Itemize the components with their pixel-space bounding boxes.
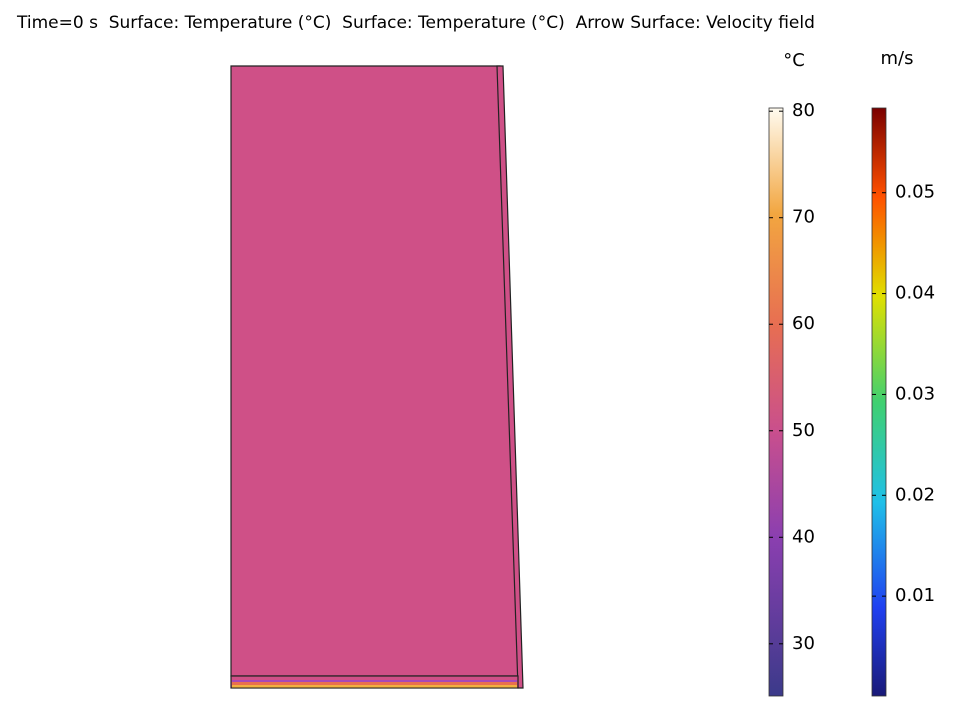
- colorbar-tick-label: 80: [792, 100, 815, 121]
- colorbar-tick-label: 0.02: [895, 484, 935, 505]
- plot-title: Time=0 s Surface: Temperature (°C) Surfa…: [16, 13, 815, 33]
- geometry: [230, 65, 524, 689]
- colorbar-unit: °C: [783, 50, 805, 71]
- colorbar-tick-label: 50: [792, 420, 815, 441]
- colorbar-tick-label: 0.01: [895, 585, 935, 606]
- colorbar-tick-label: 40: [792, 526, 815, 547]
- colorbar-tick-label: 70: [792, 207, 815, 228]
- colorbar-tick-label: 60: [792, 313, 815, 334]
- colorbar: [871, 107, 887, 697]
- colorbar-unit: m/s: [881, 48, 914, 69]
- colorbar-tick-label: 0.04: [895, 283, 935, 304]
- colorbar-tick-label: 30: [792, 633, 815, 654]
- colorbar-tick-label: 0.05: [895, 182, 935, 203]
- colorbar: [768, 107, 784, 697]
- colorbar-tick-label: 0.03: [895, 383, 935, 404]
